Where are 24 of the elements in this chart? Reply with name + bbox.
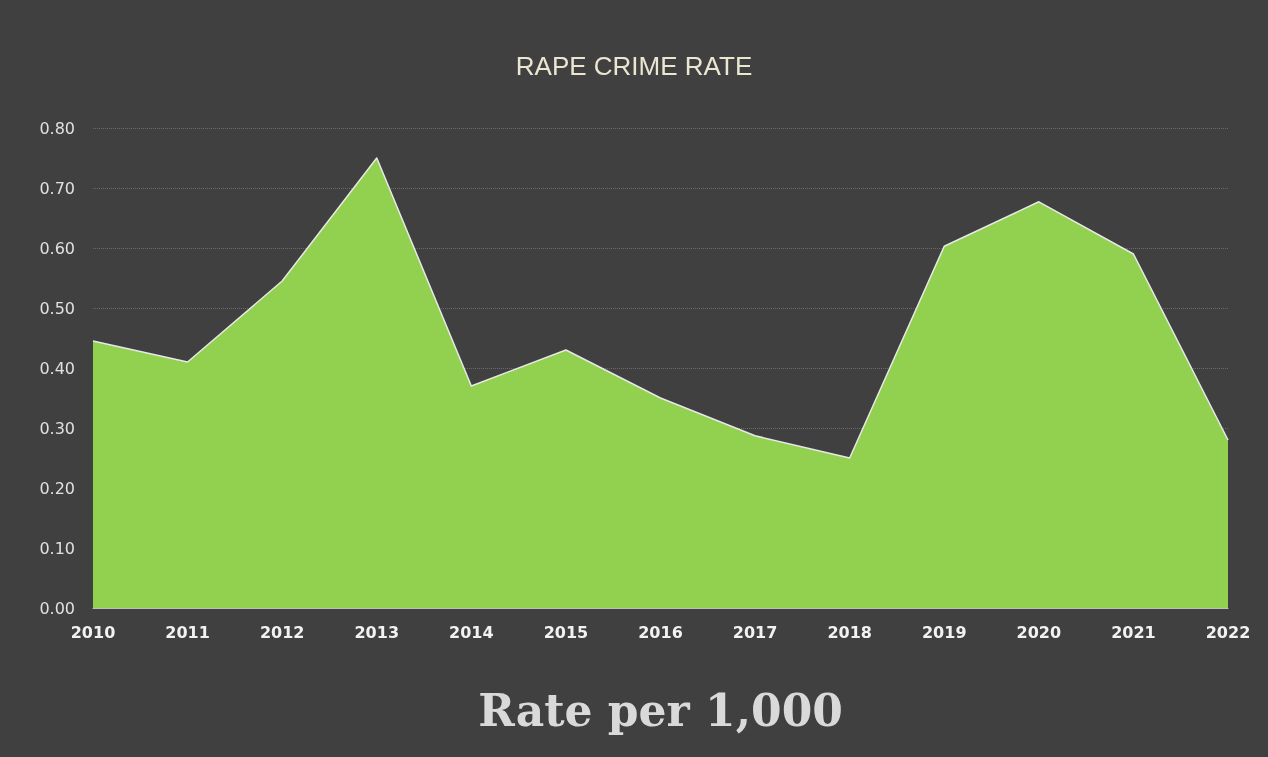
x-tick-label: 2022 — [1205, 622, 1251, 642]
x-tick-label: 2015 — [543, 622, 589, 642]
y-tick-label: 0.20 — [39, 478, 75, 498]
x-tick-label: 2013 — [354, 622, 400, 642]
x-tick-label: 2021 — [1111, 622, 1156, 642]
x-tick-label: 2010 — [70, 622, 116, 642]
x-tick-label: 2018 — [827, 622, 872, 642]
x-tick-label: 2020 — [1016, 622, 1062, 642]
y-tick-label: 0.10 — [39, 538, 75, 558]
x-tick-label: 2019 — [921, 622, 967, 642]
y-tick-label: 0.70 — [39, 178, 75, 198]
chart-title: RAPE CRIME RATE — [515, 51, 753, 81]
x-tick-label: 2017 — [732, 622, 778, 642]
y-tick-label: 0.60 — [39, 238, 75, 258]
x-tick-label: 2014 — [449, 622, 494, 642]
x-tick-label: 2011 — [165, 622, 210, 642]
y-tick-label: 0.00 — [39, 598, 75, 618]
y-tick-label: 0.30 — [39, 418, 75, 438]
x-tick-label: 2012 — [259, 622, 305, 642]
y-tick-label: 0.80 — [39, 118, 75, 138]
x-tick-label: 2016 — [638, 622, 683, 642]
y-tick-label: 0.50 — [39, 298, 75, 318]
x-axis-title: Rate per 1,000 — [478, 684, 843, 736]
y-tick-label: 0.40 — [39, 358, 75, 378]
